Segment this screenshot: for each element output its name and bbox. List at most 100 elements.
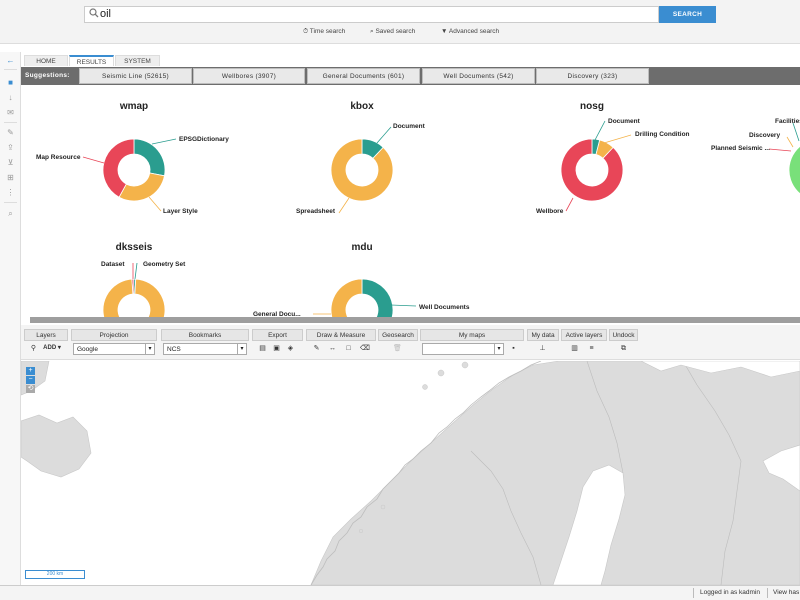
slice-leader-line <box>390 304 417 307</box>
suggestion-wellbores[interactable]: Wellbores (3907) <box>193 68 305 84</box>
bookmarks-select[interactable]: NCS ▾ <box>163 343 247 355</box>
map-icon[interactable]: ▥ <box>571 345 578 352</box>
advanced-search-label: Advanced search <box>448 28 500 35</box>
saved-search-link[interactable]: ⌕ Saved search <box>370 28 415 36</box>
slice-label: Dataset <box>101 261 125 268</box>
rail-divider <box>4 69 17 70</box>
draw-polygon-icon[interactable]: □ <box>346 345 351 352</box>
active-layers-group: Active layers ▥ ≡ <box>561 329 607 357</box>
export-3d-icon[interactable]: ◈ <box>287 345 294 352</box>
rail-divider <box>4 202 17 203</box>
zoom-icon[interactable]: ⌕ <box>8 209 13 218</box>
more-vertical-icon[interactable]: ⋮ <box>6 188 15 197</box>
status-divider <box>693 588 694 598</box>
barents-coast <box>640 361 800 378</box>
donut-chart-wmap[interactable]: wmap EPSGDictionary Layer Style Map Resourc… <box>36 101 229 215</box>
cart-icon[interactable]: ⊻ <box>7 158 14 167</box>
slice-label: Document <box>608 118 641 125</box>
my-maps-select[interactable]: ▾ <box>422 343 504 355</box>
eraser-icon[interactable]: ⌫ <box>360 345 370 352</box>
slice-label: EPSGDictionary <box>179 136 229 143</box>
chart-title: nosg <box>580 101 604 112</box>
suggestion-general-documents[interactable]: General Documents (601) <box>307 68 420 84</box>
projection-select[interactable]: Google ▾ <box>73 343 155 355</box>
slice-leader-line <box>151 138 177 145</box>
export-image-icon[interactable]: ▣ <box>273 345 280 352</box>
add-layer-button[interactable]: ADD ▾ <box>43 345 61 351</box>
suggestions-bar: Suggestions: Seismic Line (52615) Wellbo… <box>21 67 800 85</box>
chart-slice[interactable] <box>102 278 166 317</box>
tab-system[interactable]: SYSTEM <box>115 55 160 66</box>
chevron-down-icon: ▾ <box>494 344 503 354</box>
chart-slice[interactable] <box>102 138 135 198</box>
download-icon[interactable]: ↓ <box>8 93 13 102</box>
status-divider <box>767 588 768 598</box>
chart-slice[interactable] <box>788 141 800 201</box>
slice-leader-line <box>786 136 794 148</box>
gulf-of-bothnia <box>552 464 626 585</box>
back-arrow-icon[interactable]: ← <box>6 56 15 65</box>
location-pin-icon[interactable]: ⚲ <box>30 345 37 352</box>
donut-chart-dksseis[interactable]: dksseis Dataset Geometry Set <box>101 242 186 317</box>
border-finland-russia <box>682 361 742 585</box>
mail-icon[interactable]: ✉ <box>7 108 14 117</box>
chart-slice[interactable] <box>118 172 165 202</box>
donut-chart-nosg[interactable]: nosg Document Drilling Condition Wellbore <box>536 101 690 215</box>
chart-slice[interactable] <box>361 278 394 317</box>
zoom-out-button[interactable]: − <box>26 376 35 384</box>
search-icon <box>89 8 99 18</box>
suggestion-discovery[interactable]: Discovery (323) <box>536 68 649 84</box>
border-sweden-finland <box>586 361 624 474</box>
chart-slice[interactable] <box>133 138 166 177</box>
draw-measure-group: Draw & Measure ✎ ↔ □ ⌫ <box>306 329 376 357</box>
donut-chart-unnamed[interactable]: Facilities Discovery Planned Seismic ... <box>711 118 800 201</box>
clock-icon: ⏱ <box>303 28 309 35</box>
slice-label: Drilling Condition <box>635 131 690 138</box>
suggestion-seismic-line[interactable]: Seismic Line (52615) <box>79 68 192 84</box>
chart-slice[interactable] <box>560 138 624 202</box>
projection-title: Projection <box>71 329 157 341</box>
slice-leader-line <box>792 122 800 142</box>
layers-title: Layers <box>24 329 68 341</box>
chart-title: wmap <box>119 101 148 112</box>
slice-leader-line <box>768 148 792 152</box>
undock-window-icon[interactable]: ⧉ <box>621 345 626 352</box>
list-icon[interactable]: ≡ <box>589 345 594 352</box>
upload-icon[interactable]: ⇪ <box>7 143 14 152</box>
save-icon[interactable]: ▪ <box>512 345 515 352</box>
coastline-norway <box>310 361 542 585</box>
pencil-icon[interactable]: ✎ <box>7 128 14 137</box>
measure-line-icon[interactable]: ↔ <box>329 345 336 352</box>
island <box>358 528 364 534</box>
landmass-west <box>21 414 92 478</box>
slice-leader-line <box>594 120 606 141</box>
suggestion-well-documents[interactable]: Well Documents (542) <box>422 68 535 84</box>
search-input[interactable]: oil <box>84 6 659 23</box>
donut-chart-mdu[interactable]: mdu Well Documents General Docu... <box>253 242 470 317</box>
camera-icon[interactable]: ■ <box>8 78 13 87</box>
trash-icon[interactable]: 🗑 <box>393 345 402 352</box>
map-view[interactable]: + − ⟲ 200 km <box>21 361 800 585</box>
tab-results[interactable]: RESULTS <box>69 55 114 66</box>
chart-slice[interactable] <box>330 138 394 202</box>
charts-panel: wmap EPSGDictionary Layer Style Map Resourc… <box>21 85 800 317</box>
sitemap-icon[interactable]: ⊥ <box>539 345 546 352</box>
time-search-link[interactable]: ⏱ Time search <box>303 28 345 36</box>
zoom-in-button[interactable]: + <box>26 367 35 375</box>
export-pdf-icon[interactable]: ▤ <box>259 345 266 352</box>
plus-box-icon[interactable]: ⊞ <box>7 173 14 182</box>
search-value: oil <box>100 8 112 20</box>
search-button[interactable]: SEARCH <box>659 6 716 23</box>
chart-slice[interactable] <box>330 278 380 317</box>
advanced-search-link[interactable]: ▼ Advanced search <box>441 28 499 35</box>
slice-label: Map Resource <box>36 154 81 161</box>
zoom-reset-button[interactable]: ⟲ <box>26 385 35 393</box>
pencil-icon[interactable]: ✎ <box>313 345 320 352</box>
tab-home[interactable]: HOME <box>24 55 68 66</box>
island <box>461 361 469 369</box>
donut-chart-kbox[interactable]: kbox Document Spreadsheet <box>296 101 426 215</box>
slice-leader-line <box>82 156 105 164</box>
map-toolbar: Layers ⚲ ADD ▾ Projection Google ▾ Bookma… <box>21 325 800 360</box>
panel-splitter[interactable] <box>30 317 800 323</box>
slice-leader-line <box>148 196 162 212</box>
